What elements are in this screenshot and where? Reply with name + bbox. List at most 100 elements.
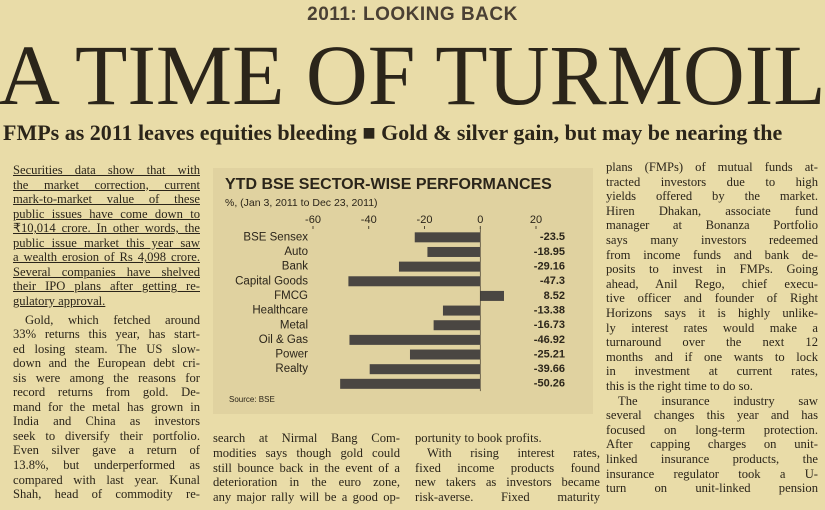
text-line: Shah, head of commodity re- [13, 487, 200, 502]
category-label: Oil & Gas [259, 334, 308, 346]
text-line: their IPO plans after getting re- [13, 279, 200, 294]
text-line: portunity to book profits. [415, 431, 542, 445]
bar [414, 232, 481, 243]
text-line: India and China as investors [13, 414, 200, 429]
category-label: FMCG [274, 290, 308, 302]
text-line: tive officer and founder of Right [606, 291, 818, 306]
text-line: record returns from gold. De- [13, 385, 200, 400]
text-line: linked insurance products, the [606, 452, 818, 466]
text-line: Gold, which fetched around [25, 312, 200, 327]
category-label: Auto [284, 246, 308, 258]
text-line: ed losing steam. The US slow- [13, 341, 200, 356]
text-line: Several companies have shelved [13, 264, 200, 279]
x-tick-label: -20 [417, 214, 433, 226]
text-line: public issues have come down to [13, 206, 200, 221]
bar [442, 305, 481, 316]
text-line: down and the European debt cri- [13, 356, 200, 371]
bar [433, 320, 481, 331]
text-line: ahead, Anil Rego, chief execu- [606, 276, 818, 291]
bar [409, 349, 481, 360]
text-line: Even silver gave a return of [13, 443, 200, 458]
x-tick-label: 0 [477, 214, 483, 226]
bar [349, 334, 481, 345]
chart: YTD BSE SECTOR-WISE PERFORMANCES %, (Jan… [213, 168, 593, 414]
text-line: Hiren Dhakan, associate fund [606, 203, 818, 218]
text-line: turn on unit-linked pension [606, 481, 818, 496]
chart-title: YTD BSE SECTOR-WISE PERFORMANCES [225, 176, 552, 193]
category-label: Healthcare [252, 305, 308, 317]
text-line: new takers as investors became [415, 475, 600, 490]
category-label: BSE Sensex [243, 231, 308, 243]
text-line: says many investors redeemed [606, 233, 818, 247]
text-line: sis were among the reasons for [13, 370, 200, 385]
value-label: 8.52 [544, 290, 565, 302]
text-line: tracted investors due to high [606, 174, 818, 189]
text-line: compared with last year. Kunal [13, 472, 200, 487]
text-line: still bounce back in the event of a [213, 460, 400, 475]
text-line: Horizons says it is highly unlike- [606, 306, 818, 320]
text-line: After capping charges on unit- [606, 437, 818, 452]
text-line: modities says though gold could [213, 445, 400, 460]
text-line: 13.8%, but underperformed as [13, 458, 200, 472]
text-line: from income funds and bank de- [606, 247, 818, 262]
value-label: -29.16 [534, 261, 565, 273]
category-label: Bank [282, 261, 308, 273]
value-label: -50.26 [534, 378, 565, 390]
text-line: seek to diversify their portfolio. [13, 428, 200, 443]
text-line: public issue market this year saw [13, 235, 200, 250]
value-label: -13.38 [534, 304, 565, 316]
chart-subtitle: %, (Jan 3, 2011 to Dec 23, 2011) [225, 197, 378, 209]
bar [427, 246, 481, 257]
category-label: Power [275, 349, 308, 361]
text-line: the market correction, current [13, 177, 200, 192]
text-line: ₹10,014 crore. In other words, the [13, 221, 200, 236]
value-label: -46.92 [534, 334, 565, 346]
kicker: 2011: LOOKING BACK [307, 4, 518, 25]
bar [369, 364, 481, 375]
text-line: focused on long-term protection. [606, 422, 818, 437]
text-line: turnaround over the next 12 [606, 335, 818, 350]
text-line: several changes this year and has [606, 408, 818, 423]
text-line: 33% returns this year, has start- [13, 327, 200, 342]
text-line: months and if one wants to lock [606, 349, 818, 364]
value-label: -25.21 [534, 348, 565, 360]
text-line: yields offered by the market. [606, 189, 818, 204]
category-label: Metal [280, 319, 308, 331]
text-line: insurance regulator took a U- [606, 466, 818, 481]
text-line: mand for the metal has grown in [13, 399, 200, 414]
text-line: search at Nirmal Bang Com- [213, 431, 400, 445]
text-line: manager at Bonanza Portfolio [606, 218, 818, 233]
bar [348, 276, 481, 287]
text-line: this is the right time to do so. [606, 379, 753, 393]
subheadline: FMPs as 2011 leaves equities bleeding ■ … [3, 120, 783, 145]
category-label: Capital Goods [235, 275, 308, 287]
text-line: ly interest rates would make a [606, 320, 818, 335]
x-tick-label: -60 [305, 214, 321, 226]
text-line: The insurance industry saw [618, 393, 818, 408]
chart-source: Source: BSE [229, 395, 275, 404]
text-line: deterioration in the euro zone, [213, 475, 400, 490]
headline: A TIME OF TURMOIL [0, 27, 825, 123]
bar [340, 378, 481, 389]
category-label: Realty [275, 363, 308, 375]
x-tick-label: 20 [530, 214, 542, 226]
bar [398, 261, 481, 272]
text-line: risk-averse. Fixed maturity [415, 490, 600, 505]
text-line: Securities data show that with [13, 163, 200, 177]
text-line: plans (FMPs) of mutual funds at- [606, 160, 818, 174]
value-label: -47.3 [540, 275, 565, 287]
value-label: -16.73 [534, 319, 565, 331]
text-line: any major rally will be a good op- [213, 490, 400, 505]
value-label: -23.5 [540, 231, 565, 243]
text-line: mark-to-market value of these [13, 192, 200, 207]
text-line: gulatory approval. [13, 293, 106, 308]
text-line: fixed income products found [415, 460, 600, 475]
text-line: a wealth erosion of Rs 4,098 crore. [13, 250, 200, 265]
text-line: With rising interest rates, [427, 445, 600, 460]
x-tick-label: -40 [361, 214, 377, 226]
value-label: -18.95 [534, 246, 565, 258]
text-line: in investment at current rates, [606, 364, 818, 379]
value-label: -39.66 [534, 363, 565, 375]
bar [480, 290, 504, 301]
